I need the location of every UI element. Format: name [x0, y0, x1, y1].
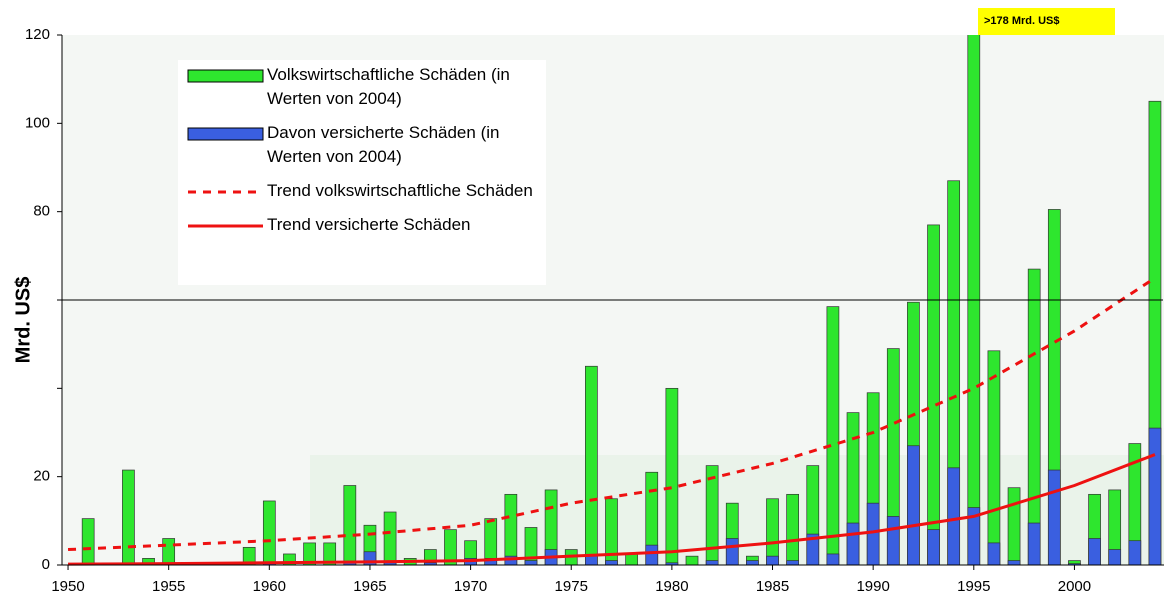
bar [1088, 538, 1101, 566]
x-tick-label: 1985 [756, 578, 789, 595]
bar [907, 445, 920, 566]
legend-label: Trend versicherte Schäden [267, 215, 470, 234]
y-tick-label: 120 [25, 26, 50, 43]
bar [665, 387, 679, 566]
bar [826, 553, 840, 566]
x-tick-label: 1995 [957, 578, 990, 595]
y-tick-label: 0 [42, 556, 50, 573]
x-tick-label: 1965 [353, 578, 386, 595]
x-tick-label: 1980 [655, 578, 688, 595]
bar [886, 516, 900, 566]
bar [786, 560, 799, 566]
bar [927, 529, 940, 566]
bar [1148, 427, 1162, 566]
bar [766, 498, 779, 566]
bar [585, 365, 598, 566]
y-axis-label: Mrd. US$ [12, 277, 34, 364]
x-tick-label: 1990 [856, 578, 889, 595]
bar [81, 518, 95, 566]
bar [524, 560, 538, 566]
bar [645, 544, 659, 566]
bar [826, 306, 840, 566]
x-tick-label: 1955 [152, 578, 185, 595]
bar [504, 493, 518, 566]
x-tick-label: 2000 [1058, 578, 1091, 595]
bar [947, 467, 961, 566]
bar [343, 485, 357, 566]
bar [1108, 549, 1122, 566]
bar [383, 511, 397, 566]
y-tick-label: 20 [33, 468, 50, 485]
bar [1007, 487, 1021, 566]
bar [1007, 560, 1021, 566]
x-tick-label: 1960 [253, 578, 286, 595]
bar [725, 538, 739, 566]
bar [1027, 522, 1041, 566]
bar [987, 350, 1001, 566]
trend-line [67, 276, 1156, 552]
legend-swatch [187, 69, 264, 83]
legend [178, 60, 546, 285]
trend-line [68, 453, 1156, 566]
x-tick-label: 1970 [454, 578, 487, 595]
bar [866, 502, 880, 566]
bar [705, 560, 719, 566]
bar [987, 542, 1001, 566]
bar [1047, 469, 1061, 566]
bar [967, 35, 981, 566]
bar [1027, 268, 1041, 566]
y-tick-label: 80 [33, 203, 50, 220]
annotation-box [978, 8, 1115, 35]
bar [705, 465, 719, 566]
legend-label: Volkswirtschaftliche Schäden (in Werten … [267, 65, 515, 108]
x-tick-label: 1950 [51, 578, 84, 595]
bar [927, 224, 940, 566]
bar [766, 555, 779, 566]
bar [846, 522, 860, 566]
y-tick-label: 100 [25, 114, 50, 131]
bar [605, 560, 618, 566]
bar [786, 493, 799, 566]
bar [122, 469, 135, 566]
legend-swatch [187, 127, 264, 141]
bar [746, 560, 759, 566]
legend-label: Trend volkswirtschaftliche Schäden [267, 181, 533, 200]
bar [162, 538, 176, 566]
bar [685, 555, 699, 566]
bar [625, 553, 638, 566]
x-tick-label: 1975 [555, 578, 588, 595]
bar [585, 555, 598, 566]
bar [262, 500, 276, 566]
annotation: >178 Mrd. US$ [984, 15, 1060, 27]
legend-label: Davon versicherte Schäden (in Werten von… [267, 123, 504, 166]
bar [1128, 540, 1142, 566]
